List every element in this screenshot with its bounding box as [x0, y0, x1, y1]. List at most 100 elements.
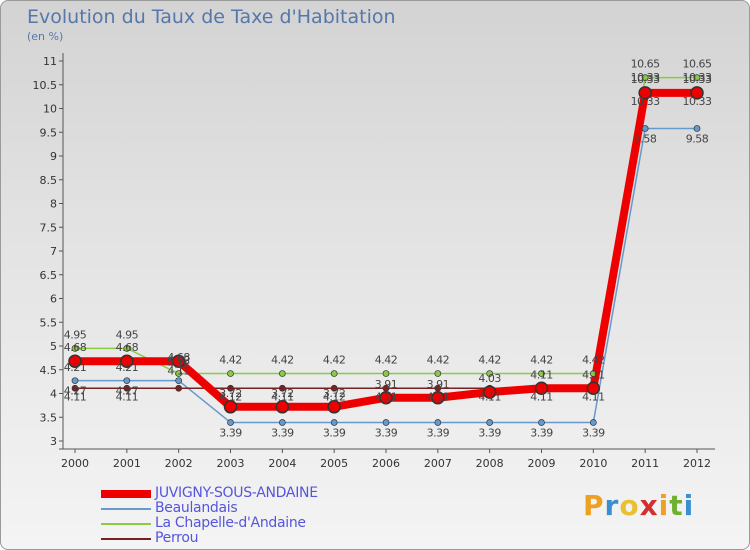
legend-label-beaulandais: Beaulandais — [155, 500, 238, 516]
data-point — [68, 354, 82, 368]
y-tick-label: 8 — [50, 198, 57, 211]
data-label: 4.27 — [116, 385, 139, 398]
data-label: 3.39 — [323, 426, 346, 439]
data-label: 10.33 — [683, 71, 712, 84]
data-point — [275, 400, 290, 414]
y-tick-label: 10 — [43, 103, 57, 116]
data-label: 10.33 — [631, 71, 660, 84]
data-label: 10.33 — [631, 73, 660, 86]
x-tick-label: 2011 — [631, 457, 659, 470]
logo-letter: P — [583, 489, 605, 522]
data-point — [482, 385, 497, 399]
data-point — [690, 86, 704, 100]
data-point — [278, 384, 286, 392]
data-point — [693, 74, 701, 81]
y-tick-label: 5.5 — [40, 316, 58, 329]
x-tick-label: 2002 — [165, 457, 193, 470]
data-point — [120, 354, 134, 368]
data-point — [278, 370, 286, 377]
legend-swatch-la-chapelle — [101, 523, 151, 525]
data-label: 3.72 — [323, 387, 346, 400]
data-label: 10.65 — [631, 58, 660, 71]
data-point — [223, 400, 238, 414]
x-tick-label: 2010 — [579, 457, 607, 470]
x-tick-label: 2007 — [424, 457, 452, 470]
data-label: 4.95 — [116, 328, 139, 341]
x-tick-label: 2005 — [320, 457, 348, 470]
y-tick-label: 5 — [50, 340, 57, 353]
data-label: 4.11 — [582, 390, 605, 403]
x-tick-label: 2009 — [528, 457, 556, 470]
data-point — [227, 384, 234, 392]
data-label: 4.11 — [530, 368, 553, 381]
data-label: 4.68 — [167, 351, 190, 364]
x-tick-label: 2012 — [683, 457, 711, 470]
data-point — [486, 419, 494, 426]
data-point — [486, 370, 494, 377]
legend-label-la-chapelle: La Chapelle-d'Andaine — [155, 515, 306, 531]
data-label: 4.42 — [530, 354, 553, 367]
data-point — [175, 370, 183, 377]
data-label: 3.91 — [375, 378, 398, 391]
data-label: 4.21 — [116, 361, 139, 374]
data-point — [641, 74, 649, 81]
data-point — [431, 391, 445, 405]
logo-letter: r — [604, 489, 620, 522]
data-label: 4.11 — [582, 368, 605, 381]
data-label: 4.11 — [116, 390, 139, 403]
y-tick-label: 4.5 — [40, 364, 58, 377]
legend-label-perrou: Perrou — [155, 530, 199, 546]
data-label: 3.39 — [478, 426, 501, 439]
data-point — [175, 377, 183, 385]
axes — [59, 53, 715, 453]
data-label: 4.12 — [167, 357, 190, 370]
data-label: 4.42 — [427, 354, 450, 367]
data-label: 4.42 — [375, 354, 398, 367]
data-label: 4.12 — [219, 390, 242, 403]
data-label: 9.58 — [686, 132, 709, 145]
data-point — [327, 400, 341, 414]
data-label: 4.21 — [64, 361, 87, 374]
legend-swatch-perrou — [101, 538, 151, 540]
x-tick-label: 2004 — [268, 457, 296, 470]
y-tick-label: 3 — [50, 435, 57, 448]
y-tick-label: 6 — [50, 293, 57, 306]
y-tick-label: 7 — [50, 245, 57, 258]
data-label: 4.11 — [167, 365, 190, 378]
data-label: 4.11 — [530, 390, 553, 403]
data-label: 3.72 — [271, 387, 294, 400]
x-tick-label: 2003 — [217, 457, 245, 470]
logo-letter: o — [619, 489, 640, 522]
data-point — [123, 377, 131, 385]
y-tick-label: 4 — [50, 388, 57, 401]
x-tick-label: 2008 — [476, 457, 504, 470]
data-point — [175, 384, 183, 392]
data-label: 3.39 — [582, 426, 605, 439]
data-label: 10.33 — [631, 95, 660, 108]
logo-letter: i — [683, 489, 695, 522]
proxiti-logo: Proxiti — [583, 489, 694, 522]
data-label: 3.39 — [427, 426, 450, 439]
data-point — [382, 419, 390, 426]
data-label: 4.42 — [323, 354, 346, 367]
data-point — [534, 381, 549, 396]
data-label: 3.39 — [219, 426, 242, 439]
data-point — [123, 384, 131, 392]
legend-label-juvigny: JUVIGNY-SOUS-ANDAINE — [155, 485, 318, 501]
data-point — [641, 125, 649, 132]
data-label: 4.11 — [427, 390, 450, 403]
y-tick-labels: 3 3.5 4 4.5 5 5.5 6 6.5 7 7.5 8 8.5 9 9.5 10 10.5 11 — [33, 55, 58, 448]
x-tick-label: 2006 — [372, 457, 400, 470]
x-tick-label: 2000 — [61, 457, 89, 470]
x-tick-labels: 2000 2001 2002 2003 2004 2005 2006 2007 2008 2009… — [61, 457, 711, 470]
logo-letter: i — [658, 489, 670, 522]
chart-title: Evolution du Taux de Taxe d'Habitation — [27, 6, 396, 28]
data-point — [586, 381, 601, 396]
data-labels: 4.68 4.68 3.72 3.72 3.72 3.91 3.91 4.03 4.11 4.11… — [64, 58, 713, 440]
data-label: 9.58 — [634, 132, 657, 145]
unit-label: (en %) — [27, 30, 64, 43]
data-label: 10.33 — [683, 95, 712, 108]
data-label: 4.11 — [478, 390, 501, 403]
data-label: 3.39 — [271, 426, 294, 439]
